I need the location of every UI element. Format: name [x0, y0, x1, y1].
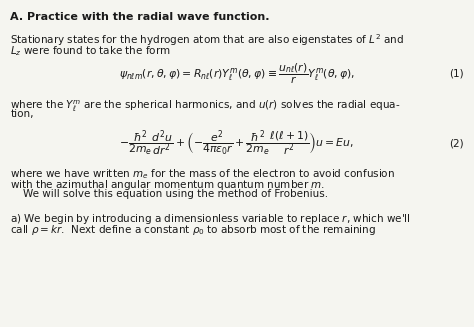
Text: where we have written $m_e$ for the mass of the electron to avoid confusion: where we have written $m_e$ for the mass…: [10, 167, 395, 181]
Text: tion,: tion,: [10, 109, 34, 119]
Text: a) We begin by introducing a dimensionless variable to replace $r$, which we'll: a) We begin by introducing a dimensionle…: [10, 212, 411, 226]
Text: (2): (2): [449, 138, 464, 148]
Text: with the azimuthal angular momentum quantum number $m$.: with the azimuthal angular momentum quan…: [10, 178, 325, 192]
Text: call $\rho = kr$.  Next define a constant $\rho_0$ to absorb most of the remaini: call $\rho = kr$. Next define a constant…: [10, 223, 376, 237]
Text: $L_z$ were found to take the form: $L_z$ were found to take the form: [10, 44, 171, 58]
Text: We will solve this equation using the method of Frobenius.: We will solve this equation using the me…: [10, 189, 328, 199]
Text: (1): (1): [449, 69, 464, 78]
Text: A. Practice with the radial wave function.: A. Practice with the radial wave functio…: [10, 12, 270, 23]
Text: $-\dfrac{\hbar^2}{2m_e}\dfrac{d^2u}{dr^2} + \left(-\dfrac{e^2}{4\pi\epsilon_0 r}: $-\dfrac{\hbar^2}{2m_e}\dfrac{d^2u}{dr^2…: [119, 129, 355, 158]
Text: where the $Y_\ell^m$ are the spherical harmonics, and $u(r)$ solves the radial e: where the $Y_\ell^m$ are the spherical h…: [10, 98, 401, 113]
Text: Stationary states for the hydrogen atom that are also eigenstates of $L^2$ and: Stationary states for the hydrogen atom …: [10, 33, 405, 48]
Text: $\psi_{n\ell m}(r,\theta,\varphi) = R_{n\ell}(r)Y_\ell^{m}(\theta,\varphi) \equi: $\psi_{n\ell m}(r,\theta,\varphi) = R_{n…: [119, 61, 355, 86]
